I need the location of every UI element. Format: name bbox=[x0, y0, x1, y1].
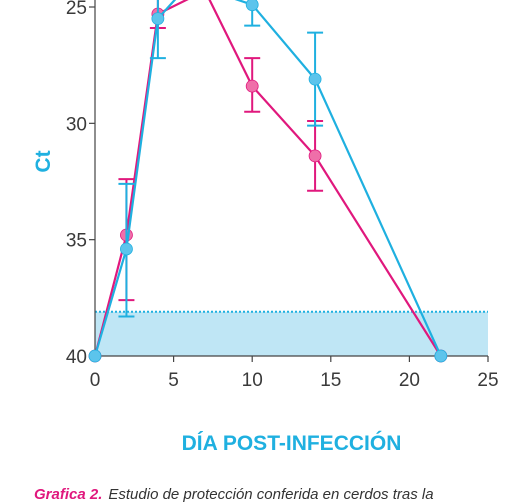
x-tick-label: 15 bbox=[320, 370, 341, 391]
x-tick-label: 25 bbox=[477, 370, 498, 391]
series-line bbox=[93, 0, 442, 357]
chart: 0 5 10 15 20 25 25 30 35 40 DÍA POST-INFECCIÓN Ct bbox=[32, 0, 499, 455]
data-point bbox=[245, 79, 259, 93]
y-tick-label: 40 bbox=[66, 347, 87, 368]
x-tick-label: 10 bbox=[242, 370, 263, 391]
data-point bbox=[120, 242, 133, 256]
caption-text: Estudio de protección conferida en cerdo… bbox=[108, 486, 434, 503]
x-tick-label: 5 bbox=[168, 370, 179, 391]
threshold-band bbox=[95, 311, 488, 356]
y-tick-label: 25 bbox=[66, 0, 87, 19]
x-tick-label: 0 bbox=[90, 370, 101, 391]
y-tick-label: 30 bbox=[66, 114, 87, 135]
series-1 bbox=[88, 0, 448, 363]
series-2 bbox=[88, 0, 448, 363]
series-line bbox=[93, 0, 442, 357]
data-point bbox=[308, 149, 322, 163]
data-point bbox=[245, 0, 259, 12]
figure-caption: Grafica 2. Estudio de protección conferid… bbox=[34, 486, 514, 503]
y-tick-label: 35 bbox=[66, 231, 87, 252]
x-tick-label: 20 bbox=[399, 370, 420, 391]
data-point bbox=[308, 72, 322, 86]
y-axis-title: Ct bbox=[32, 150, 55, 172]
data-point bbox=[434, 349, 448, 363]
data-point bbox=[88, 349, 102, 363]
caption-lead: Grafica 2. bbox=[34, 486, 103, 503]
x-axis-title: DÍA POST-INFECCIÓN bbox=[182, 431, 402, 455]
data-point bbox=[151, 12, 165, 26]
